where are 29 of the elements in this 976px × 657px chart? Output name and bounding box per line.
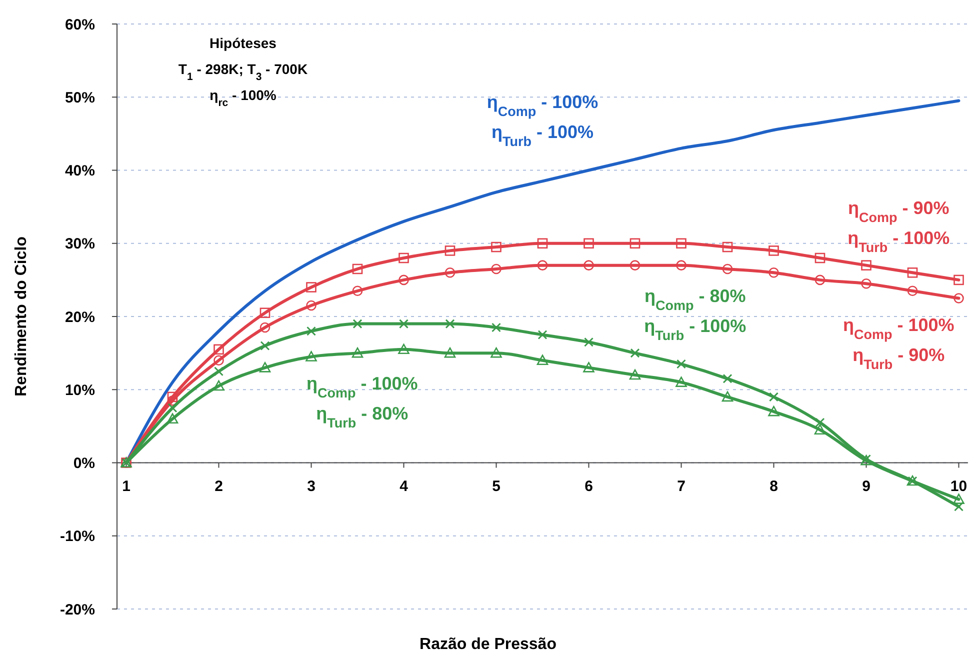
- y-tick-label: 10%: [64, 382, 95, 399]
- annotation: η$_{rc}$ - 100%: [210, 87, 277, 109]
- text: η$_{Comp}$ - 90% η$_{Turb}$ - 100%: [848, 198, 950, 255]
- x-tick-label: 3: [307, 478, 316, 495]
- x-axis-title: Razão de Pressão: [420, 636, 557, 653]
- text: η$_{Comp}$ - 100% η$_{Turb}$ - 100%: [486, 92, 598, 149]
- x-tick-label: 1: [122, 478, 130, 495]
- y-tick-label: 60%: [64, 16, 95, 34]
- x-tick-label: 8: [770, 478, 778, 495]
- x-tick-label: 5: [492, 478, 500, 495]
- y-tick-label: 40%: [64, 162, 95, 180]
- x-tick-label: 2: [214, 478, 223, 495]
- y-tick-label: 30%: [64, 236, 95, 253]
- text: η$_{Comp}$ - 100% η$_{Turb}$ - 90%: [842, 315, 954, 372]
- x-tick-label: 4: [400, 478, 409, 495]
- text: η$_{Comp}$ - 80% η$_{Turb}$ - 100%: [644, 286, 746, 342]
- x-tick-label: 6: [584, 478, 593, 495]
- x-tick-label: 10: [950, 478, 968, 495]
- y-tick-label: -20%: [60, 601, 95, 618]
- y-tick-label: 0%: [73, 455, 95, 472]
- annotation: Hipóteses: [210, 35, 277, 51]
- annotation: T$_{1}$ - 298K; T$_{3}$ - 700K: [178, 61, 308, 83]
- y-axis-title: Rendimento do Ciclo: [13, 236, 30, 396]
- text: η$_{Comp}$ - 100% η$_{Turb}$ - 80%: [306, 374, 418, 430]
- y-tick-label: 50%: [64, 89, 95, 106]
- y-tick-label: 20%: [64, 308, 95, 326]
- x-tick-label: 9: [862, 478, 870, 495]
- y-tick-label: -10%: [60, 528, 95, 546]
- x-tick-label: 7: [677, 478, 686, 495]
